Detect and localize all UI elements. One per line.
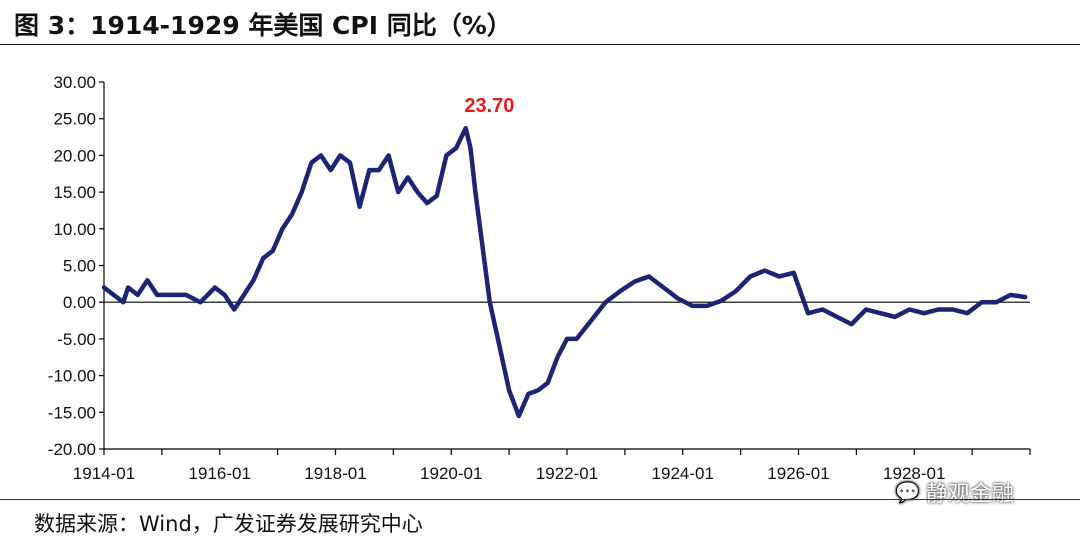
watermark: 💬 静观金融 bbox=[895, 476, 1014, 508]
cpi-series-line bbox=[101, 125, 1028, 419]
source-divider bbox=[0, 499, 1080, 500]
y-tick-label: -20.00 bbox=[48, 440, 96, 459]
chart-title: 图 3：1914-1929 年美国 CPI 同比（%） bbox=[14, 11, 512, 40]
y-axis: 30.00 25.00 20.00 15.00 10.00 5.00 0.00 -5.00 -1… bbox=[48, 73, 105, 459]
watermark-text: 静观金融 bbox=[925, 482, 1014, 507]
x-tick-label: 1918-01 bbox=[304, 464, 366, 483]
x-tick-label: 1922-01 bbox=[536, 464, 598, 483]
y-tick-label: -10.00 bbox=[48, 367, 96, 386]
y-tick-label: 10.00 bbox=[53, 220, 96, 239]
source-note: 数据来源：Wind，广发证券发展研究中心 bbox=[34, 512, 423, 536]
y-tick-label: -15.00 bbox=[48, 403, 96, 422]
y-tick-label: 25.00 bbox=[53, 110, 96, 129]
y-tick-label: 5.00 bbox=[63, 257, 96, 276]
y-tick-label: 20.00 bbox=[53, 146, 96, 165]
y-tick-label: 15.00 bbox=[53, 183, 96, 202]
y-tick-label: 30.00 bbox=[53, 73, 96, 92]
x-tick-label: 1924-01 bbox=[652, 464, 714, 483]
title-divider bbox=[0, 44, 1080, 45]
cpi-line-chart: 30.00 25.00 20.00 15.00 10.00 5.00 0.00 -5.00 -1… bbox=[48, 73, 1031, 483]
x-tick-label: 1916-01 bbox=[189, 464, 251, 483]
x-tick-label: 1914-01 bbox=[73, 464, 135, 483]
y-tick-label: -5.00 bbox=[57, 330, 96, 349]
x-tick-label: 1928-01 bbox=[883, 464, 945, 483]
x-axis: 1914-01 1916-01 1918-01 1920-01 1922-01 1924-… bbox=[73, 301, 1031, 483]
peak-value-label: 23.70 bbox=[464, 95, 514, 117]
x-tick-label: 1926-01 bbox=[767, 464, 829, 483]
y-tick-label: 0.00 bbox=[63, 293, 96, 312]
x-tick-label: 1920-01 bbox=[420, 464, 482, 483]
wechat-icon: 💬 bbox=[895, 480, 920, 504]
